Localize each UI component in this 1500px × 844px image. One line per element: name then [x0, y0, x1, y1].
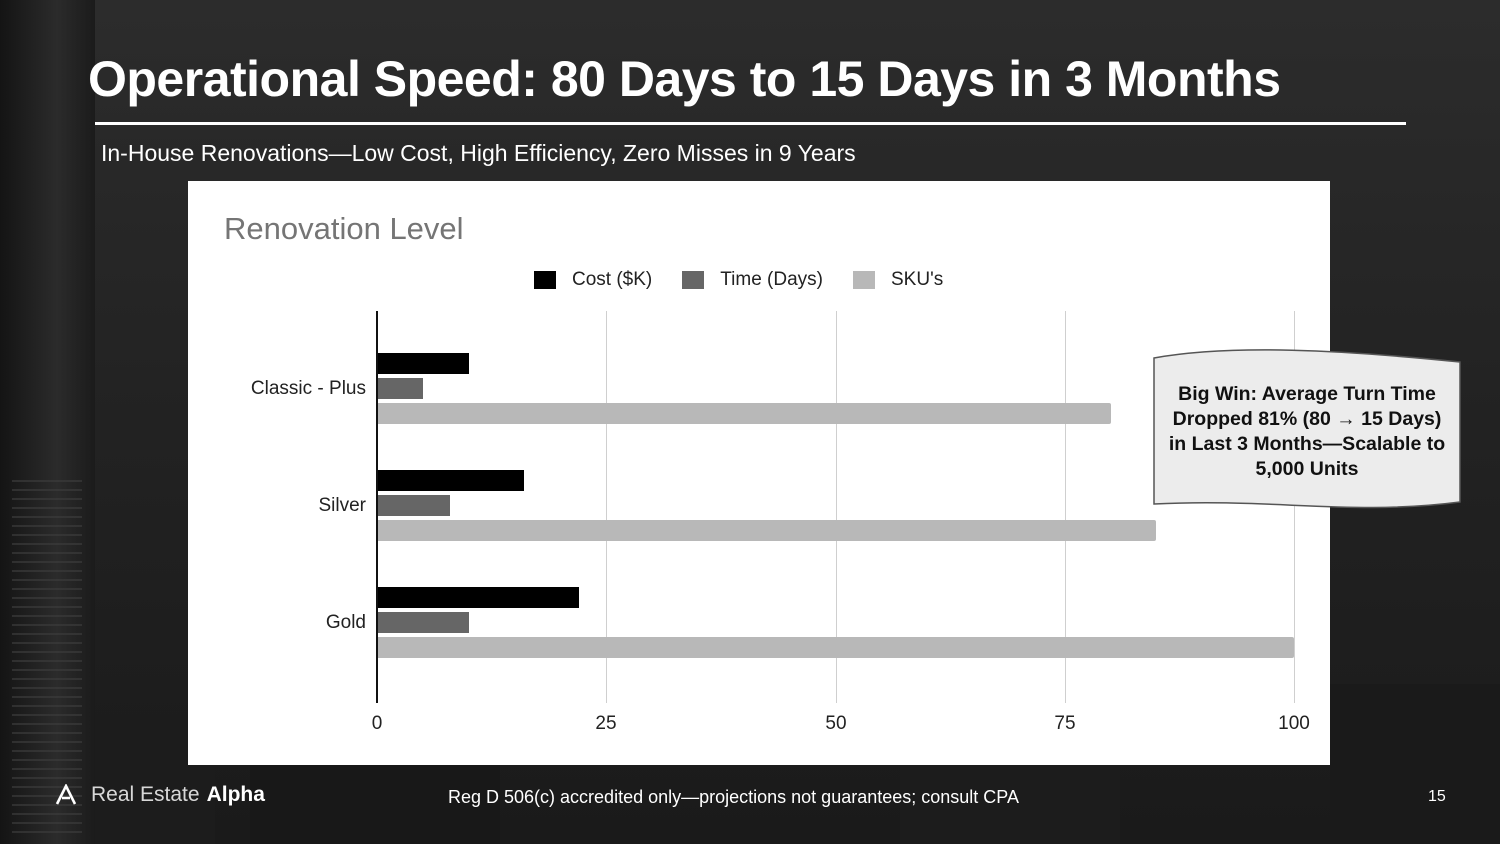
building-silhouette: [250, 764, 500, 844]
gridline: [1065, 311, 1066, 703]
gridline: [1294, 311, 1295, 703]
category-label: Silver: [318, 495, 366, 516]
x-tick-label: 75: [1054, 713, 1076, 734]
flag-shape: [1153, 349, 1461, 509]
legend-swatch: [682, 271, 705, 289]
slide-subtitle: In-House Renovations—Low Cost, High Effi…: [101, 140, 856, 166]
legend-swatch: [534, 271, 556, 289]
legend-swatch: [853, 271, 875, 289]
category-label: Gold: [325, 612, 366, 633]
gridline: [836, 311, 837, 703]
x-tick-label: 50: [825, 713, 847, 734]
legend-item-skus: SKU's: [853, 269, 943, 291]
bar: [377, 470, 524, 491]
callout-banner: Big Win: Average Turn Time Dropped 81% (…: [1152, 348, 1464, 516]
legend-item-time: Time (Days): [682, 269, 823, 291]
brand-logo: Real Estate Alpha: [55, 783, 265, 807]
bar: [377, 378, 423, 399]
slide-title: Operational Speed: 80 Days to 15 Days in…: [88, 51, 1281, 107]
logo-a-icon: [55, 784, 77, 805]
building-silhouette: [900, 754, 1120, 844]
title-divider: [95, 122, 1406, 125]
gridline: [606, 311, 607, 703]
chart-legend: Cost ($K) Time (Days) SKU's: [534, 269, 973, 291]
y-axis-line: [376, 311, 378, 703]
legend-label: SKU's: [891, 269, 944, 290]
legend-label: Cost ($K): [572, 269, 653, 290]
bar: [377, 403, 1111, 424]
bar: [377, 495, 450, 516]
x-tick-label: 0: [371, 713, 383, 734]
x-tick-label: 100: [1278, 713, 1310, 734]
legend-label: Time (Days): [720, 269, 823, 290]
brand-name-bold: Alpha: [206, 783, 265, 806]
building-silhouette: [1330, 684, 1500, 844]
legend-item-cost: Cost ($K): [534, 269, 652, 291]
brand-name-light: Real Estate: [91, 783, 200, 806]
callout-text: Big Win: Average Turn Time Dropped 81% (…: [1168, 383, 1446, 480]
bar: [377, 637, 1294, 658]
page-number: 15: [1428, 788, 1446, 805]
chart-panel: Renovation Level Cost ($K) Time (Days) S…: [188, 181, 1330, 765]
category-label: Classic - Plus: [250, 378, 366, 399]
building-silhouette: [0, 0, 95, 844]
chart-title: Renovation Level: [224, 211, 464, 246]
bar: [377, 520, 1156, 541]
bar: [377, 587, 579, 608]
bar: [377, 612, 469, 633]
x-tick-label: 25: [595, 713, 617, 734]
disclaimer-footer: Reg D 506(c) accredited only—projections…: [448, 787, 1019, 807]
bar: [377, 353, 469, 374]
